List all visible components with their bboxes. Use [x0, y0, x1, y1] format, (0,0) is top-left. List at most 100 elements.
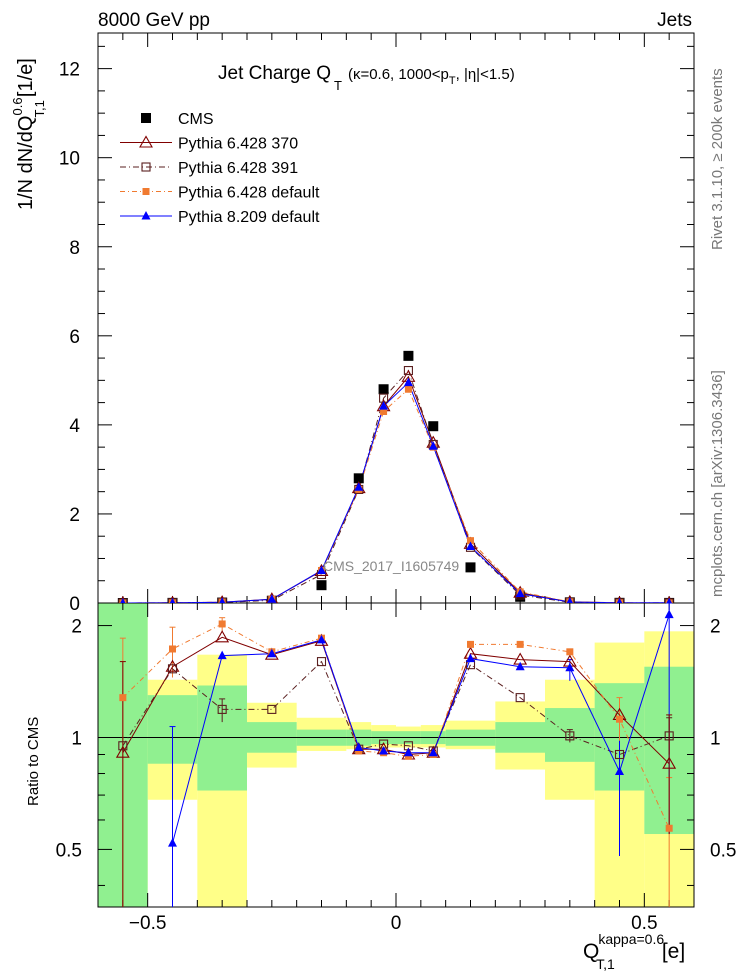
y-axis-label-ratio: Ratio to CMS [25, 717, 42, 806]
main-point-pythia-8-209-default [566, 596, 574, 603]
ratio-point-pythia-6-428-391 [118, 741, 128, 751]
ratio-line-pythia-6-428-391 [122, 660, 670, 756]
main-point-pythia-8-209-default [515, 588, 525, 598]
main-point-cms [403, 350, 414, 361]
header-energy: 8000 GeV pp [98, 10, 210, 31]
main-point-pythia-8-209-default [120, 598, 126, 603]
ratio-point-pythia-6-428-391 [565, 731, 575, 741]
y-tick-label-main: 10 [59, 149, 80, 170]
title-sub: T [334, 78, 342, 93]
ratio-point-pythia-6-428-391 [167, 664, 178, 674]
header-process: Jets [657, 10, 692, 31]
legend-label: Pythia 8.209 default [178, 209, 320, 226]
ratio-point-pythia-6-428-391 [267, 704, 277, 714]
main-point-pythia-8-209-default [267, 594, 277, 603]
ratio-point-pythia-8-209-default [354, 742, 364, 751]
y-tick-label-main: 2 [69, 505, 80, 526]
legend-label: Pythia 6.428 391 [178, 160, 298, 177]
legend-label: Pythia 6.428 370 [178, 136, 298, 153]
ratio-point-pythia-6-428-default [404, 752, 412, 760]
y-tick-label-ratio-right: 2 [710, 617, 721, 638]
ratio-point-pythia-6-428-391 [664, 731, 674, 741]
watermark: CMS_2017_I1605749 [323, 558, 459, 574]
main-point-cms [465, 562, 476, 573]
ratio-point-pythia-8-209-default [168, 838, 177, 847]
main-point-pythia-8-209-default [466, 541, 475, 550]
y-tick-label-ratio-right: 1 [710, 728, 721, 749]
main-point-pythia-8-209-default [403, 377, 413, 387]
ratio-point-pythia-6-428-391 [614, 749, 625, 760]
xlabel-text: Q [583, 940, 599, 963]
main-point-pythia-6-428-391 [403, 365, 413, 376]
ratio-point-pythia-6-428-default [665, 824, 673, 832]
ylabel-main-unit: [1/e] [15, 58, 37, 97]
main-series [117, 350, 675, 603]
ratio-point-pythia-6-428-default [566, 648, 574, 656]
main-point-cms [378, 384, 389, 395]
title-main: Jet Charge Q [218, 63, 331, 84]
main-point-cms [353, 473, 364, 484]
ratio-point-pythia-6-428-391 [316, 657, 327, 667]
rivet-label: Rivet 3.1.10, ≥ 200k events [709, 68, 726, 250]
main-point-pythia-6-428-default [404, 385, 412, 393]
ratio-point-pythia-6-428-391 [217, 704, 227, 714]
main-point-pythia-8-209-default [666, 597, 672, 603]
ratio-point-pythia-8-209-default [403, 747, 413, 757]
ratio-point-pythia-8-209-default [466, 653, 475, 663]
legend-label: CMS [178, 111, 214, 128]
ratio-point-pythia-6-428-370 [215, 630, 230, 643]
y-tick-label-main: 0 [69, 594, 80, 615]
main-point-cms [316, 580, 327, 591]
x-tick-label: 0.5 [631, 913, 657, 934]
plot-title: Jet Charge QT(κ=0.6, 1000<pT, |η|<1.5) [218, 63, 515, 93]
ratio-series [115, 603, 677, 907]
main-point-pythia-8-209-default [616, 597, 623, 603]
x-tick-label: 0 [391, 913, 402, 934]
ratio-point-pythia-8-209-default [317, 634, 326, 644]
ratio-point-pythia-6-428-default [516, 640, 524, 648]
ratio-line-pythia-6-428-default [122, 623, 670, 829]
ratio-point-pythia-6-428-370 [115, 745, 130, 758]
ylabel-main-text: 1/N dN/dQ [15, 116, 37, 210]
x-tick-label: −0.5 [129, 913, 167, 934]
main-point-pythia-6-428-default [380, 408, 388, 416]
y-tick-label-ratio: 2 [71, 617, 82, 638]
main-point-pythia-8-209-default [169, 597, 176, 603]
y-tick-label-main: 6 [69, 327, 80, 348]
ratio-point-pythia-8-209-default [615, 766, 624, 776]
ratio-point-pythia-6-428-default [467, 640, 474, 648]
ratio-point-pythia-8-209-default [664, 609, 674, 619]
ratio-point-pythia-8-209-default [428, 747, 438, 757]
legend-marker [142, 188, 150, 195]
ratio-point-pythia-8-209-default [379, 745, 389, 755]
y-tick-label-main: 8 [69, 238, 80, 259]
ratio-point-pythia-6-428-default [119, 694, 127, 702]
title-extra-sub: T [449, 75, 456, 87]
ratio-point-pythia-8-209-default [515, 661, 525, 671]
y-axis-label-main: 1/N dN/dQ0.6 T,1 [1/e] [10, 58, 47, 210]
title-extra-end: , |η|<1.5) [456, 66, 515, 83]
y-tick-label-ratio-right: 0.5 [710, 840, 736, 861]
x-axis-label: Qkappa=0.6 T,1 [e] [583, 931, 685, 972]
y-tick-label-main: 4 [69, 416, 80, 437]
title-extra: (κ=0.6, 1000<p [348, 66, 449, 83]
legend-marker [141, 113, 151, 123]
ratio-point-pythia-8-209-default [267, 648, 277, 658]
main-point-pythia-8-209-default [354, 482, 364, 491]
ratio-point-pythia-6-428-default [616, 715, 623, 723]
y-tick-label-main: 12 [59, 60, 80, 81]
legend-marker [141, 211, 151, 220]
main-point-cms [428, 421, 439, 432]
legend-marker [139, 135, 153, 148]
ylabel-main-sub: T,1 [32, 100, 47, 117]
main-line-pythia-8-209-default [122, 381, 670, 603]
main-point-pythia-8-209-default [219, 597, 226, 603]
y-tick-label-ratio: 0.5 [56, 840, 82, 861]
ratio-point-pythia-8-209-default [565, 662, 575, 672]
legend-marker [141, 162, 151, 172]
y-tick-label-ratio: 1 [71, 728, 82, 749]
main-point-pythia-6-428-default [467, 537, 474, 545]
xlabel-sup: kappa=0.6 [598, 931, 664, 947]
xlabel-unit: [e] [662, 940, 685, 963]
